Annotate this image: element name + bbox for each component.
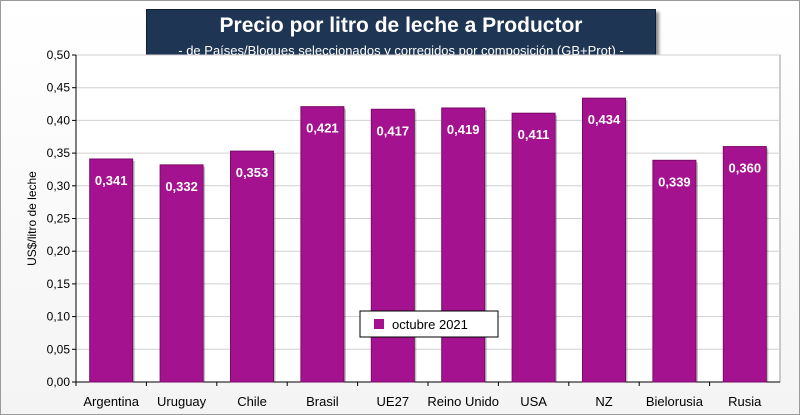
y-tick-label: 0,30 — [47, 179, 71, 193]
bar — [652, 159, 697, 383]
bar — [441, 107, 486, 383]
data-label: 0,421 — [306, 121, 339, 136]
data-label: 0,339 — [658, 174, 691, 189]
y-tick-label: 0,50 — [47, 48, 71, 62]
data-label: 0,434 — [588, 112, 621, 127]
x-tick-label: Reino Unido — [427, 394, 499, 409]
x-tick-label: Chile — [237, 394, 267, 409]
y-tick-label: 0,10 — [47, 310, 71, 324]
x-tick-label: Bielorusia — [646, 394, 704, 409]
y-tick-label: 0,25 — [47, 212, 71, 226]
data-label: 0,417 — [377, 123, 410, 138]
y-tick-label: 0,20 — [47, 244, 71, 258]
bar — [89, 158, 134, 383]
x-tick-label: NZ — [595, 394, 612, 409]
y-axis-label: US$/litro de leche — [25, 171, 39, 266]
bar — [511, 112, 556, 383]
data-label: 0,353 — [236, 165, 269, 180]
bar — [300, 106, 345, 383]
x-tick-label: Uruguay — [157, 394, 207, 409]
data-label: 0,419 — [447, 122, 480, 137]
legend-swatch — [374, 319, 384, 329]
y-tick-label: 0,40 — [47, 113, 71, 127]
x-tick-label: Argentina — [83, 394, 139, 409]
x-tick-label: Brasil — [306, 394, 339, 409]
title-box: Precio por litro de leche a Productor - … — [146, 9, 656, 63]
bar — [722, 146, 767, 383]
y-tick-label: 0,45 — [47, 81, 71, 95]
y-tick-label: 0,15 — [47, 277, 71, 291]
data-label: 0,341 — [95, 173, 128, 188]
y-tick-label: 0,00 — [47, 375, 71, 389]
data-label: 0,332 — [165, 179, 198, 194]
x-tick-label: USA — [520, 394, 547, 409]
data-label: 0,411 — [518, 127, 550, 142]
data-label: 0,360 — [729, 161, 762, 176]
y-tick-label: 0,05 — [47, 342, 71, 356]
chart-subtitle: - de Países/Bloques seleccionados y corr… — [178, 43, 624, 58]
bar — [582, 97, 626, 383]
x-tick-label: UE27 — [377, 394, 410, 409]
bar — [370, 108, 415, 383]
y-tick-label: 0,35 — [47, 146, 71, 160]
bar — [159, 164, 204, 383]
x-tick-label: Rusia — [728, 394, 762, 409]
chart-title: Precio por litro de leche a Productor — [219, 14, 583, 37]
bar — [230, 150, 274, 383]
legend-label: octubre 2021 — [392, 317, 468, 332]
